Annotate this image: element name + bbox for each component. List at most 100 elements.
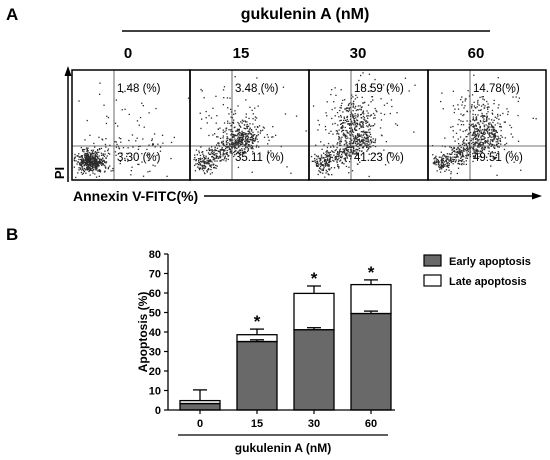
flow-event-dot	[384, 164, 387, 166]
flow-event-dot	[214, 160, 216, 162]
flow-event-dot	[241, 132, 244, 134]
flow-event-dot	[238, 146, 240, 148]
flow-event-dot	[226, 152, 228, 154]
flow-event-dot	[215, 167, 217, 169]
bar-group-0-nm: 0	[179, 389, 221, 430]
flow-event-dot	[92, 158, 94, 160]
flow-event-dot	[332, 144, 334, 147]
flow-event-dot	[203, 163, 205, 165]
flow-event-dot	[230, 138, 232, 141]
flow-event-dot	[491, 112, 493, 114]
flow-event-dot	[94, 160, 96, 162]
flow-event-dot	[341, 162, 343, 164]
flow-event-dot	[497, 141, 499, 143]
flow-event-dot	[359, 141, 361, 144]
flow-event-dot	[520, 169, 522, 171]
flow-event-dot	[223, 159, 225, 161]
flow-event-dot	[480, 141, 482, 143]
flow-event-dot	[434, 157, 436, 159]
flow-event-dot	[367, 149, 369, 151]
flow-event-dot	[460, 120, 462, 122]
flow-event-dot	[148, 157, 150, 160]
flow-event-dot	[152, 143, 154, 146]
flow-event-dot	[219, 160, 221, 162]
flow-event-dot	[444, 146, 446, 148]
flow-event-dot	[455, 132, 458, 134]
flow-event-dot	[84, 156, 86, 158]
flow-event-dot	[458, 153, 461, 155]
flow-event-dot	[237, 152, 240, 154]
flow-event-dot	[354, 113, 356, 115]
flow-event-dot	[495, 131, 497, 133]
flow-event-dot	[262, 126, 264, 128]
flow-event-dot	[482, 116, 484, 119]
flow-event-dot	[349, 146, 351, 148]
flow-event-dot	[512, 136, 514, 138]
flow-event-dot	[326, 164, 328, 167]
flow-event-dot	[99, 169, 101, 171]
flow-event-dot	[452, 90, 454, 92]
flow-event-dot	[85, 147, 88, 149]
flow-event-dot	[470, 140, 472, 142]
flow-event-dot	[219, 127, 221, 129]
flow-plot-frame	[427, 69, 547, 181]
flow-event-dot	[344, 140, 346, 142]
significance-marker: *	[368, 263, 375, 282]
flow-event-dot	[358, 147, 361, 150]
flow-event-dot	[95, 155, 97, 157]
flow-event-dot	[234, 138, 236, 140]
flow-event-dot	[198, 162, 201, 164]
flow-event-dot	[439, 168, 441, 170]
flow-event-dot	[472, 123, 474, 125]
flow-event-dot	[486, 132, 489, 134]
flow-event-dot	[340, 159, 342, 161]
flow-event-dot	[222, 143, 225, 145]
flow-event-dot	[480, 115, 482, 118]
flow-event-dot	[365, 120, 367, 123]
flow-event-dot	[462, 120, 464, 123]
flow-event-dot	[206, 170, 208, 172]
flow-event-dot	[488, 132, 491, 134]
flow-event-dot	[367, 117, 369, 119]
flow-event-dot	[464, 105, 466, 107]
flow-event-dot	[236, 142, 238, 144]
flow-event-dot	[461, 153, 464, 155]
flow-event-dot	[201, 160, 204, 162]
flow-event-dot	[340, 138, 342, 140]
flow-event-dot	[246, 121, 248, 123]
flow-event-dot	[502, 112, 504, 115]
flow-event-dot	[101, 164, 103, 166]
flow-event-dot	[249, 137, 251, 139]
flow-event-dot	[391, 105, 393, 108]
flow-event-dot	[338, 157, 340, 159]
flow-event-dot	[325, 172, 327, 174]
flow-event-dot	[374, 145, 377, 148]
flow-event-dot	[342, 151, 344, 153]
flow-event-dot	[453, 111, 455, 114]
flow-event-dot	[481, 139, 483, 141]
flow-event-dot	[338, 139, 340, 141]
flow-event-dot	[444, 163, 446, 166]
flow-event-dot	[355, 117, 357, 119]
flow-event-dot	[95, 168, 97, 170]
flow-event-dot	[92, 161, 94, 163]
flow-event-dot	[86, 164, 89, 166]
flow-event-dot	[343, 152, 345, 154]
flow-event-dot	[216, 165, 218, 167]
flow-event-dot	[229, 152, 231, 154]
flow-event-dot	[201, 166, 204, 168]
bar-late-apoptosis	[350, 283, 392, 315]
flow-event-dot	[317, 165, 319, 167]
flow-event-dot	[325, 156, 327, 158]
flow-event-dot	[341, 157, 343, 159]
flow-event-dot	[326, 170, 328, 173]
flow-event-dot	[368, 147, 370, 150]
flow-event-dot	[91, 155, 93, 157]
flow-event-dot	[389, 112, 391, 115]
flow-event-dot	[445, 160, 447, 163]
flow-event-dot	[435, 155, 437, 157]
significance-marker: *	[311, 269, 318, 288]
flow-event-dot	[248, 129, 251, 131]
flow-event-dot	[75, 176, 77, 179]
flow-event-dot	[351, 142, 354, 144]
